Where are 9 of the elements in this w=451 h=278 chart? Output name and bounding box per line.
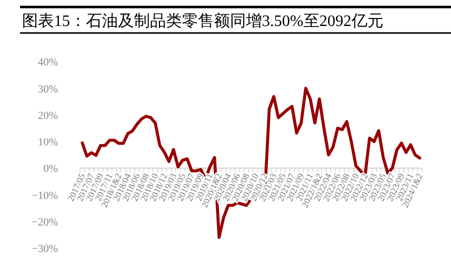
chart-title: 图表15：石油及制品类零售额同增3.50%至2092亿元 — [22, 12, 384, 30]
y-tick-label: −20% — [32, 216, 58, 228]
y-tick-label: 40% — [38, 56, 58, 69]
y-tick-label: 20% — [38, 110, 58, 122]
y-tick-label: −30% — [32, 243, 58, 255]
y-tick-label: 30% — [38, 83, 58, 96]
y-tick-label: 0% — [43, 163, 58, 176]
y-tick-label: 10% — [38, 136, 58, 149]
y-tick-label: −10% — [32, 190, 58, 202]
